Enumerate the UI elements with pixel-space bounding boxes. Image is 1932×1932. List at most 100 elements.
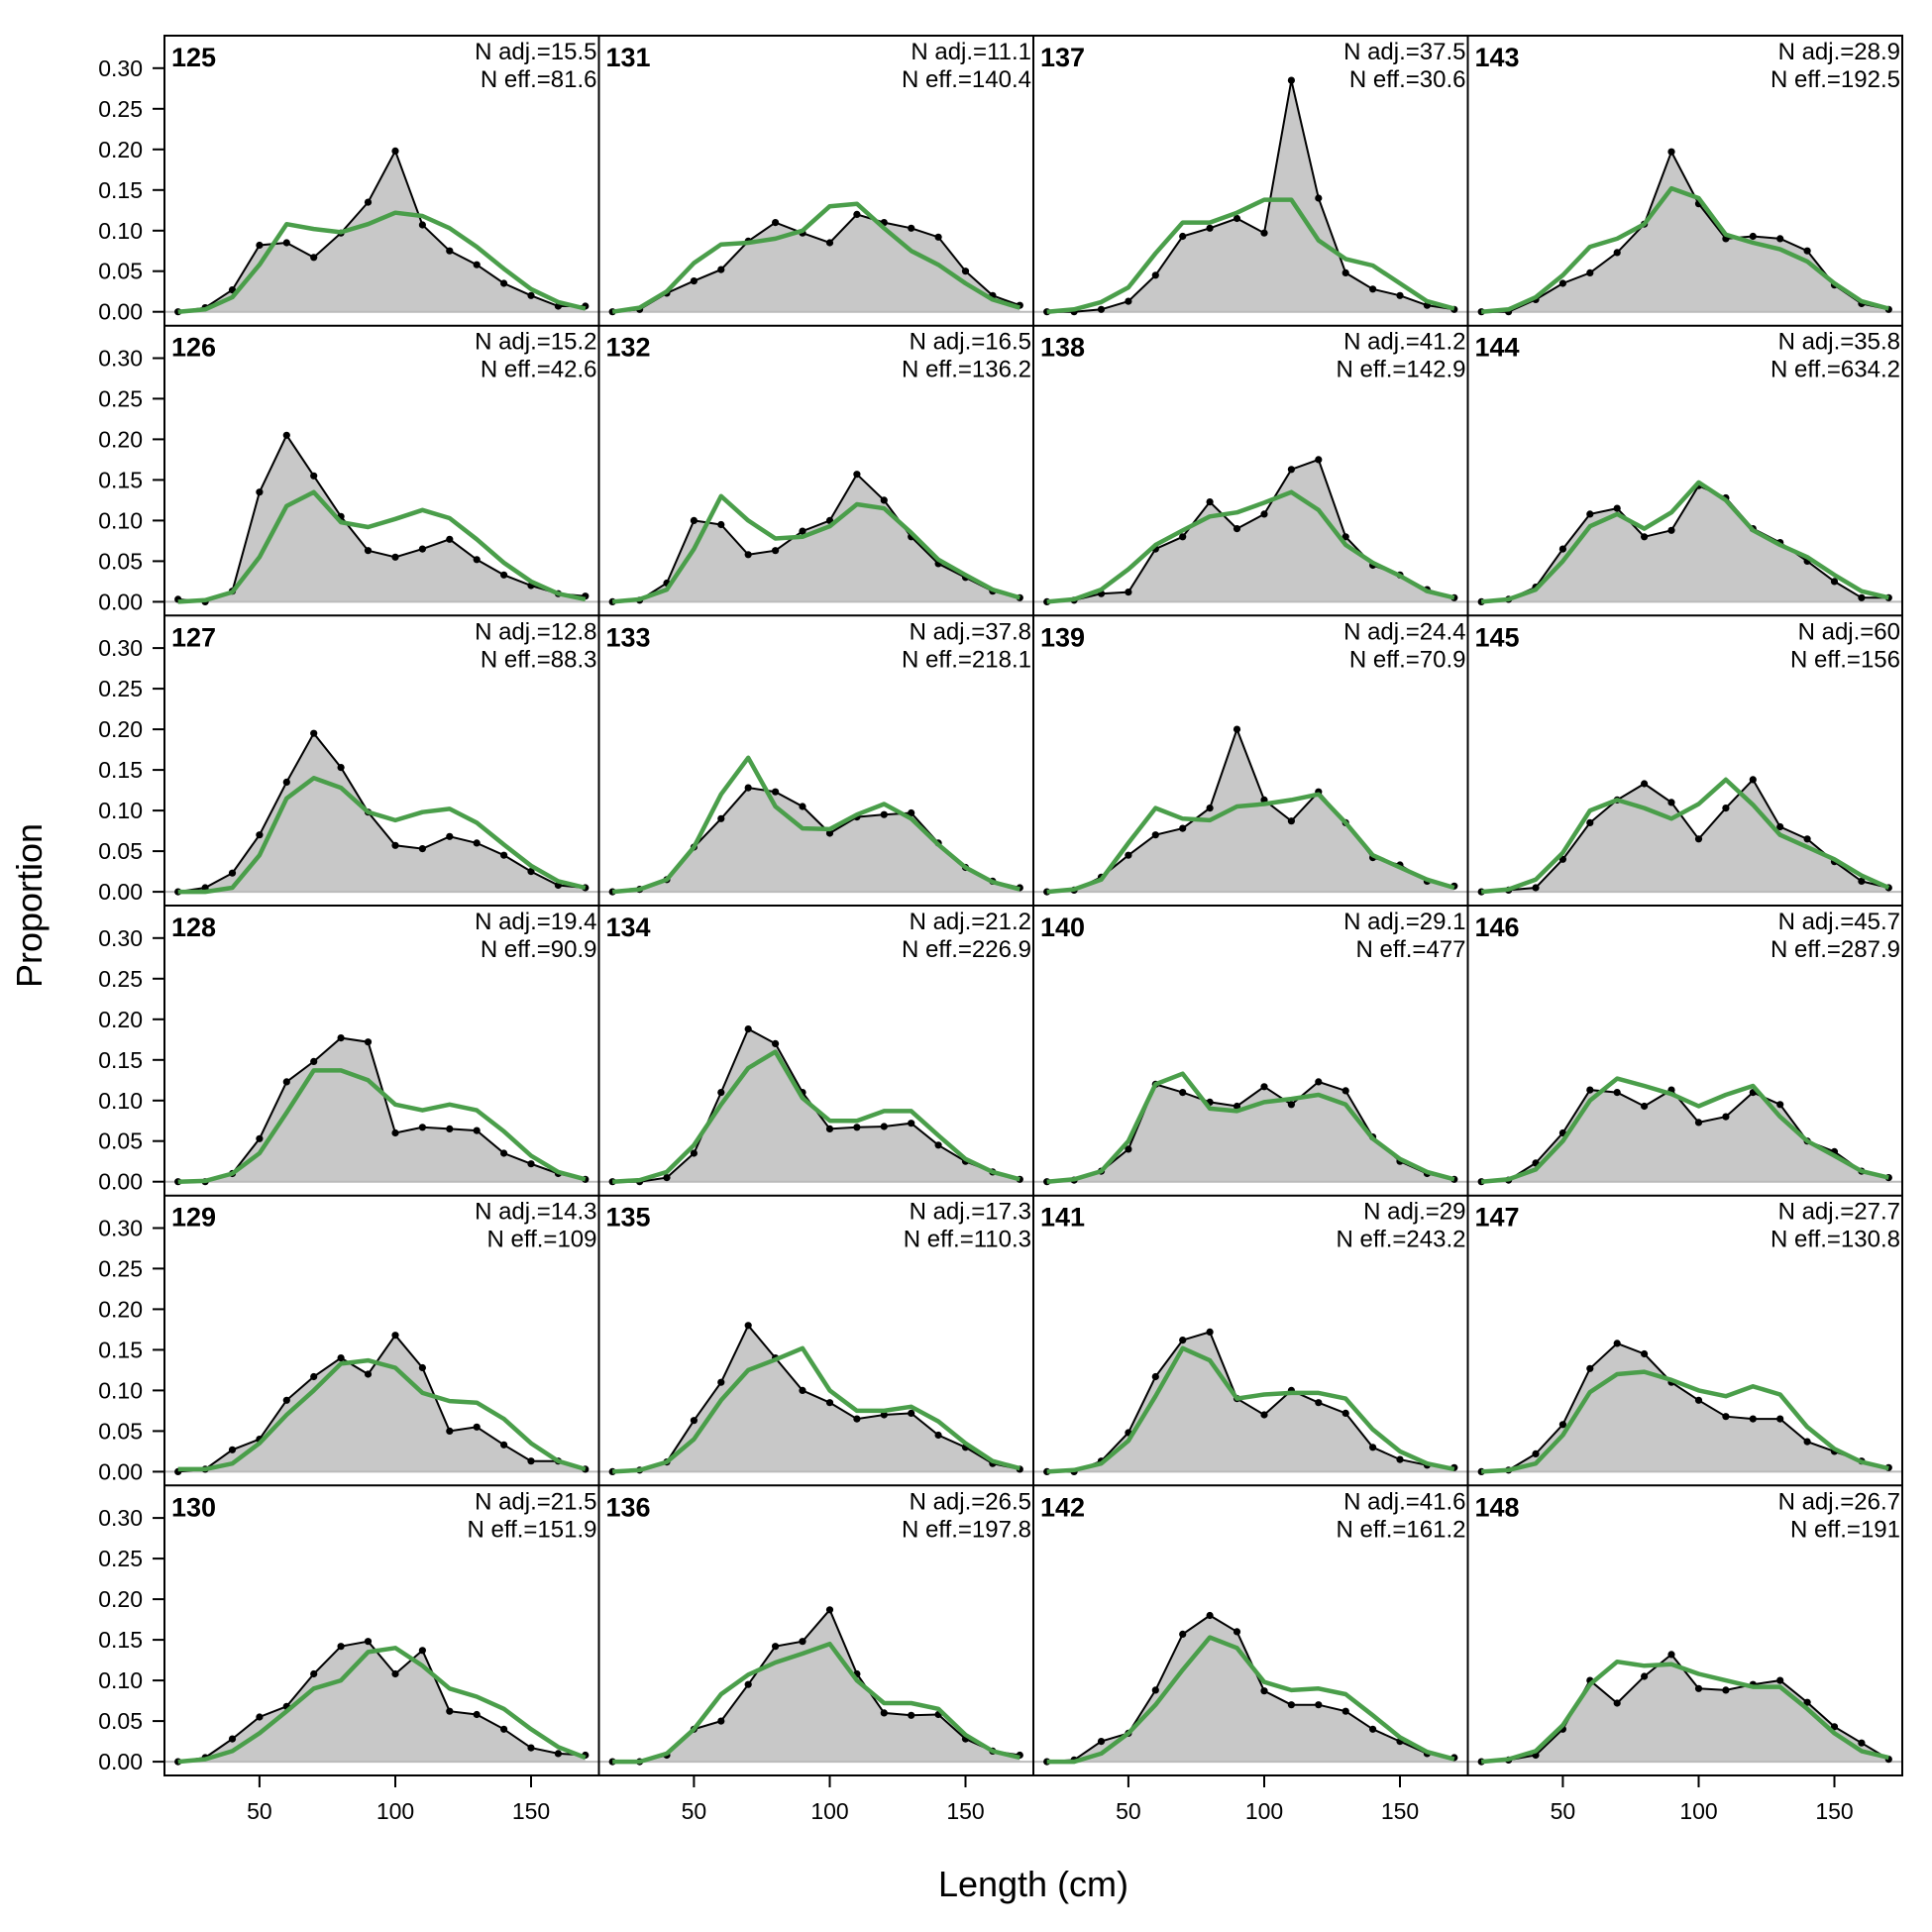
expected-line [1480,777,1890,895]
y-tick-label: 0.00 [98,879,143,905]
n-eff-label: N eff.=30.6 [1349,66,1466,93]
observed-point [690,277,698,285]
observed-point [310,1669,318,1678]
observed-point [744,1322,752,1330]
n-adj-label: N adj.=15.5 [475,39,596,65]
panel-143: 143 N adj.=28.9N eff.=192.5 [1467,39,1902,316]
n-eff-label: N eff.=192.5 [1771,66,1900,93]
observed-point [337,764,345,772]
observed-point [908,1711,915,1719]
panel-132: 132 N adj.=16.5N eff.=136.2 [598,329,1033,606]
observed-point [1776,1415,1784,1423]
observed-point [446,247,454,255]
expected-line [1480,1659,1889,1765]
observed-point [772,1643,780,1651]
panel-label: 125 [171,43,216,72]
panel-141: 141 N adj.=29N eff.=243.2 [1033,1199,1468,1475]
observed-area [177,435,586,602]
observed-area [1481,779,1889,893]
observed-point [1315,1078,1323,1086]
observed-point [500,571,508,579]
expected-line [612,1049,1020,1184]
observed-point [717,1378,725,1386]
panel-label: 129 [171,1203,216,1233]
observed-point [799,527,806,535]
y-tick-label: 0.05 [98,1128,143,1154]
observed-point [418,1124,426,1131]
n-eff-label: N eff.=156 [1790,646,1900,673]
observed-point [1586,1364,1594,1372]
observed-point [500,279,508,287]
observed-point [1097,1738,1106,1746]
observed-area [612,1609,1020,1763]
y-tick-label: 0.25 [98,96,143,122]
y-tick-label: 0.25 [98,966,143,992]
observed-point [391,1332,399,1340]
n-eff-label: N eff.=90.9 [481,936,597,963]
n-eff-label: N eff.=136.2 [902,357,1031,383]
panel-144: 144 N adj.=35.8N eff.=634.2 [1467,329,1902,606]
observed-point [1179,1089,1187,1097]
observed-point [282,778,290,787]
n-eff-label: N eff.=287.9 [1771,936,1900,963]
y-axis-title: Proportion [9,823,50,988]
observed-area [177,1037,586,1182]
observed-point [1125,297,1132,305]
panel-128: 128 N adj.=19.4N eff.=90.9 [164,909,599,1186]
observed-point [908,808,915,817]
n-eff-label: N eff.=151.9 [468,1516,597,1543]
observed-line [177,1036,587,1183]
x-tick-label: 150 [946,1798,984,1824]
observed-point [1694,1119,1703,1127]
observed-point [908,1409,915,1417]
observed-point [1858,877,1866,886]
n-eff-label: N eff.=197.8 [902,1516,1031,1543]
y-tick-label: 0.15 [98,177,143,203]
observed-point [1667,1651,1675,1659]
observed-area [612,474,1020,602]
observed-line [177,1334,587,1473]
n-adj-label: N adj.=15.2 [475,329,596,356]
observed-point [282,431,290,439]
n-adj-label: N adj.=45.7 [1778,909,1900,935]
observed-point [1776,1101,1784,1109]
x-tick-label: 150 [1815,1798,1853,1824]
observed-point [364,1038,373,1046]
observed-line [1046,1331,1454,1473]
observed-line [1481,778,1889,894]
observed-point [1315,1701,1323,1709]
observed-point [1125,589,1132,596]
y-tick-label: 0.10 [98,798,143,823]
observed-line [612,213,1020,313]
y-tick-label: 0.25 [98,676,143,701]
panel-label: 127 [171,622,216,652]
observed-point [1342,1409,1349,1417]
panel-131: 131 N adj.=11.1N eff.=140.4 [598,39,1033,316]
observed-point [391,147,399,155]
observed-point [717,1717,725,1725]
observed-point [1315,456,1323,464]
axes-layer: 0.00 0.05 0.10 0.15 0.20 0.25 0.30 0.00 0.05 0.10… [98,35,1903,1824]
observed-line [177,1640,586,1764]
observed-point [364,198,373,206]
observed-point [663,1174,671,1182]
observed-point [1749,1415,1757,1423]
y-tick-label: 0.15 [98,1337,143,1362]
x-tick-label: 150 [1381,1798,1419,1824]
observed-point [690,516,698,525]
observed-point [310,1372,318,1381]
observed-point [1151,271,1159,279]
observed-line [1481,1342,1889,1473]
y-tick-label: 0.10 [98,218,143,244]
observed-point [1151,1372,1159,1381]
y-tick-label: 0.05 [98,259,143,284]
observed-area [1481,1090,1889,1182]
observed-point [500,1149,508,1157]
observed-point [446,1427,454,1435]
panel-126: 126 N adj.=15.2N eff.=42.6 [164,329,599,606]
observed-point [391,1669,399,1678]
expected-line [1480,480,1889,604]
observed-point [1858,1739,1866,1747]
observed-point [1749,232,1757,241]
